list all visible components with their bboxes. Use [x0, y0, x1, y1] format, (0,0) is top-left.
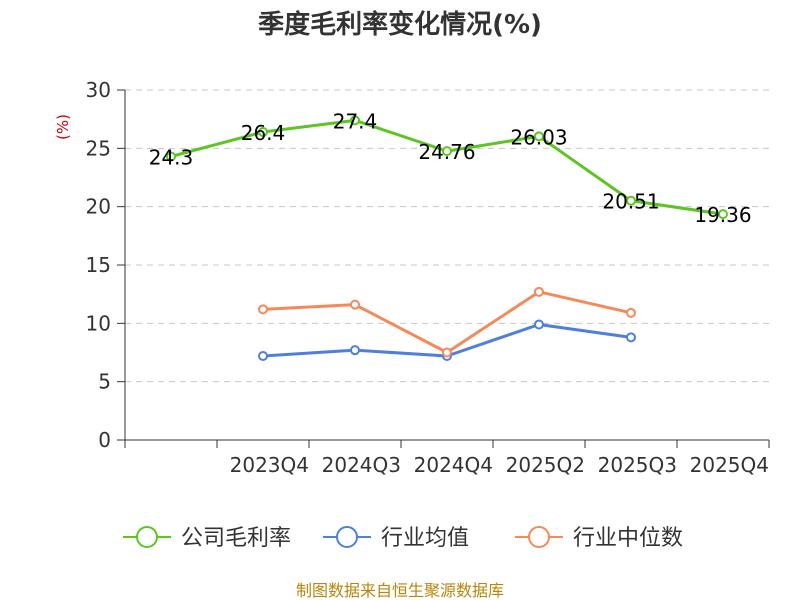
series-lines — [166, 115, 728, 361]
data-label-24.76: 24.76 — [418, 140, 475, 164]
x-tick-label-2025Q3: 2025Q3 — [598, 453, 677, 477]
y-tick-label-10: 10 — [86, 311, 111, 335]
data-point-2-2 — [442, 347, 452, 358]
y-axis-unit: (%) — [54, 114, 72, 140]
data-point-2-1 — [350, 299, 360, 310]
data-point-1-0 — [258, 351, 268, 361]
data-label-20.51: 20.51 — [602, 190, 659, 214]
x-tick-label-2025Q2: 2025Q2 — [506, 453, 585, 477]
legend: 公司毛利率 行业均值 行业中位数 — [123, 526, 683, 551]
data-point-0-6 — [718, 209, 728, 220]
series-line-2 — [262, 290, 632, 354]
data-point-0-0 — [166, 151, 176, 162]
y-tick-label-0: 0 — [98, 428, 111, 452]
data-label-27.4: 27.4 — [333, 109, 378, 133]
data-point-1-3 — [534, 319, 544, 330]
y-tick-label-15: 15 — [86, 253, 111, 277]
y-tick-label-20: 20 — [86, 195, 111, 219]
data-point-0-1 — [258, 127, 268, 137]
y-axis-tick-labels: 0 5 10 15 20 25 30 — [86, 78, 111, 452]
data-label-24.3: 24.3 — [149, 146, 194, 170]
x-tick-label-2025Q4: 2025Q4 — [690, 453, 769, 477]
legend-label-2: 行业中位数 — [573, 526, 683, 551]
x-tick-label-2023Q4: 2023Q4 — [230, 453, 309, 477]
y-tick-label-25: 25 — [86, 136, 111, 160]
data-point-0-5 — [626, 195, 636, 206]
legend-label-1: 行业均值 — [381, 526, 469, 551]
source-note: 制图数据来自恒生聚源数据库 — [296, 581, 504, 600]
data-point-0-2 — [350, 115, 360, 126]
data-label-26.4: 26.4 — [241, 121, 286, 145]
data-point-2-0 — [258, 304, 268, 315]
data-point-1-1 — [350, 345, 360, 356]
legend-marker-1 — [336, 526, 358, 548]
data-point-2-4 — [626, 307, 636, 318]
x-tick-label-2024Q4: 2024Q4 — [414, 453, 493, 477]
data-point-0-3 — [442, 146, 452, 157]
data-point-0-4 — [534, 131, 544, 142]
axes — [117, 89, 770, 448]
data-point-2-3 — [534, 286, 544, 297]
data-label-26.03: 26.03 — [510, 125, 567, 149]
chart-title: 季度毛利率变化情况(%) — [258, 9, 542, 40]
y-tick-label-5: 5 — [98, 370, 111, 394]
grid-lines — [125, 89, 769, 383]
x-tick-label-2024Q3: 2024Q3 — [322, 453, 401, 477]
legend-label-0: 公司毛利率 — [181, 526, 291, 551]
data-label-19.36: 19.36 — [694, 203, 751, 227]
legend-marker-2 — [528, 526, 550, 548]
data-point-1-4 — [626, 332, 636, 343]
y-tick-label-30: 30 — [86, 78, 111, 102]
data-labels: 24.3 26.4 27.4 24.76 26.03 20.51 19.36 — [149, 109, 752, 227]
x-axis-tick-labels: 2023Q4 2024Q3 2024Q4 2025Q2 2025Q3 2025Q4 — [230, 453, 769, 477]
legend-marker-0 — [136, 526, 158, 548]
